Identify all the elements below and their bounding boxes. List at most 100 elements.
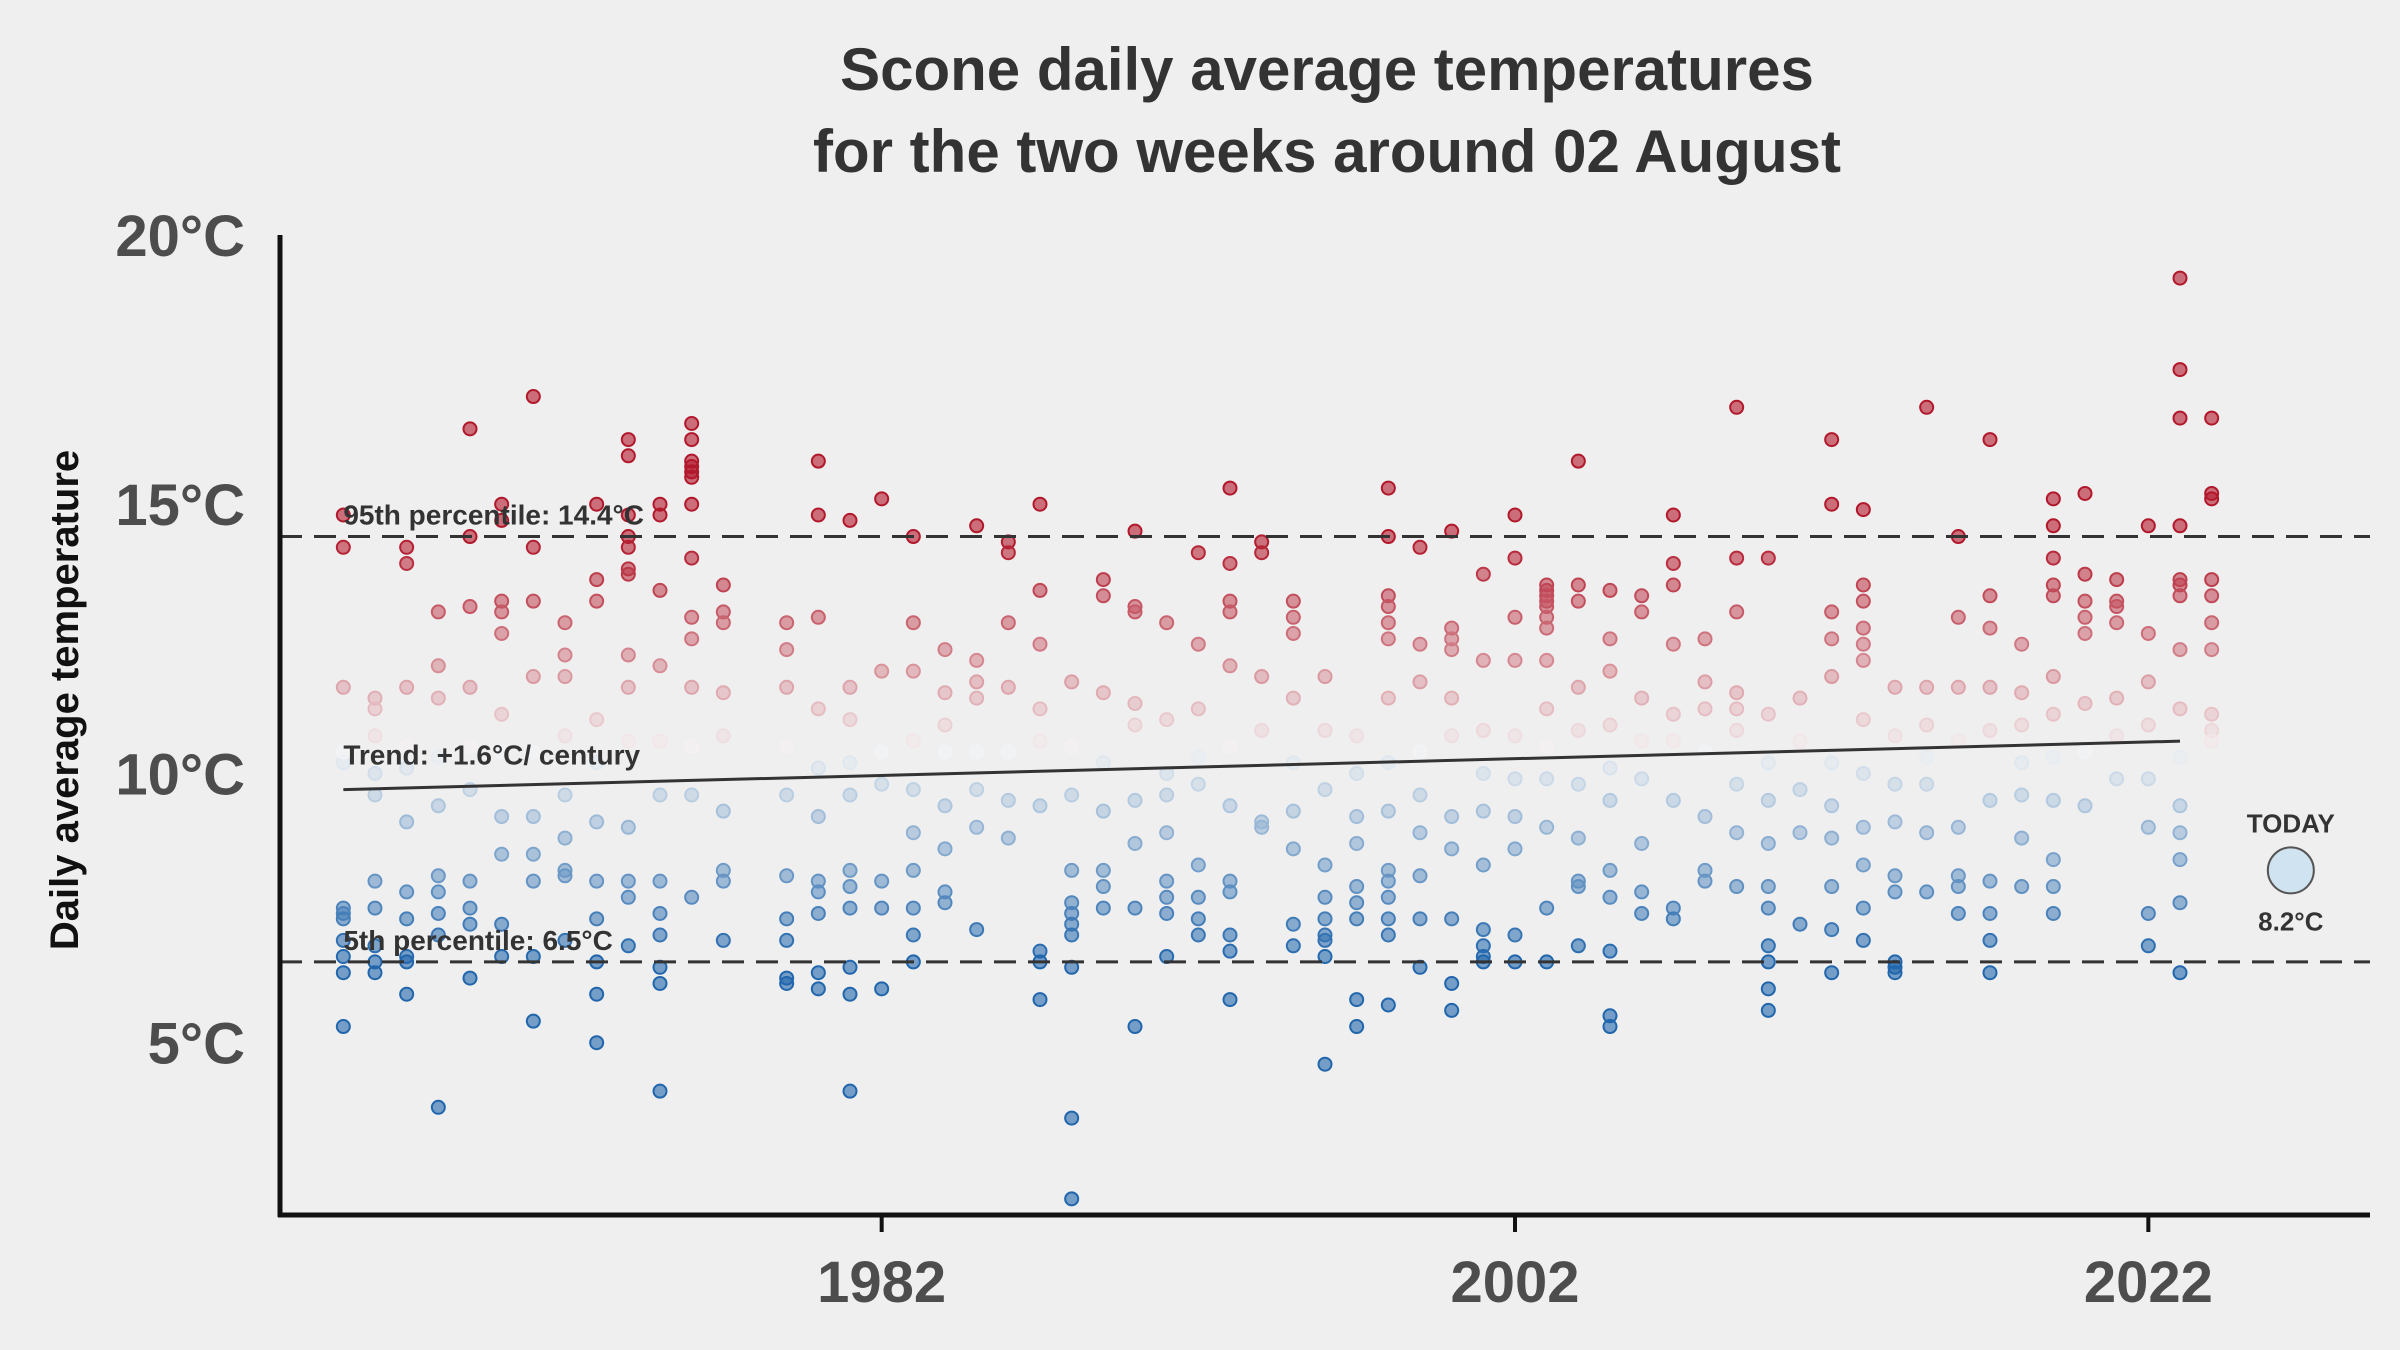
data-point bbox=[1159, 873, 1175, 889]
data-point bbox=[2045, 518, 2061, 534]
data-point bbox=[2140, 518, 2156, 534]
data-point bbox=[1855, 593, 1871, 609]
data-point bbox=[1444, 690, 1460, 706]
data-point bbox=[1982, 588, 1998, 604]
data-point bbox=[1570, 776, 1586, 792]
data-point bbox=[1507, 728, 1523, 744]
data-point bbox=[1539, 900, 1555, 916]
data-point bbox=[652, 873, 668, 889]
data-point bbox=[1507, 771, 1523, 787]
data-point bbox=[1665, 733, 1681, 749]
data-point bbox=[779, 739, 795, 755]
data-point bbox=[620, 733, 636, 749]
data-point bbox=[1380, 690, 1396, 706]
data-point bbox=[1602, 862, 1618, 878]
data-point bbox=[1602, 631, 1618, 647]
data-point bbox=[1570, 679, 1586, 695]
data-point bbox=[2045, 550, 2061, 566]
data-point bbox=[905, 927, 921, 943]
data-point bbox=[1444, 642, 1460, 658]
data-point bbox=[557, 830, 573, 846]
data-point bbox=[1254, 819, 1270, 835]
data-point bbox=[1475, 765, 1491, 781]
data-point bbox=[874, 491, 890, 507]
data-point bbox=[1855, 900, 1871, 916]
data-point bbox=[2172, 410, 2188, 426]
data-point bbox=[430, 604, 446, 620]
data-point bbox=[1760, 938, 1776, 954]
x-tick-label: 2002 bbox=[1450, 1250, 1579, 1315]
data-point bbox=[1760, 550, 1776, 566]
data-point bbox=[1982, 905, 1998, 921]
data-point bbox=[1539, 620, 1555, 636]
data-point bbox=[1190, 889, 1206, 905]
data-point bbox=[684, 679, 700, 695]
data-point bbox=[1919, 749, 1935, 765]
data-point bbox=[810, 701, 826, 717]
data-point bbox=[2172, 825, 2188, 841]
data-point bbox=[1760, 900, 1776, 916]
data-point bbox=[1127, 835, 1143, 851]
data-point bbox=[1317, 722, 1333, 738]
data-point bbox=[1792, 733, 1808, 749]
data-point bbox=[1950, 679, 1966, 695]
data-point bbox=[1349, 765, 1365, 781]
data-point bbox=[2172, 749, 2188, 765]
data-point bbox=[937, 685, 953, 701]
y-tick-label: 5°C bbox=[148, 1012, 245, 1077]
data-point bbox=[1127, 1019, 1143, 1035]
data-point bbox=[2014, 636, 2030, 652]
data-point bbox=[525, 809, 541, 825]
data-point bbox=[842, 679, 858, 695]
data-point bbox=[1475, 857, 1491, 873]
y-tick-label: 15°C bbox=[115, 473, 245, 538]
data-point bbox=[1539, 771, 1555, 787]
x-axis-ticks: 1982 2002 2022 bbox=[817, 1215, 2213, 1315]
data-point bbox=[1064, 927, 1080, 943]
data-point bbox=[1887, 868, 1903, 884]
data-point bbox=[905, 733, 921, 749]
data-point bbox=[494, 846, 510, 862]
data-point bbox=[842, 712, 858, 728]
data-point bbox=[1095, 685, 1111, 701]
data-point bbox=[1982, 620, 1998, 636]
data-point bbox=[1349, 895, 1365, 911]
data-point bbox=[1824, 755, 1840, 771]
data-point bbox=[652, 975, 668, 991]
data-point bbox=[494, 744, 510, 760]
data-point bbox=[589, 911, 605, 927]
scatter-points bbox=[335, 270, 2220, 1207]
data-point bbox=[2045, 706, 2061, 722]
data-point bbox=[2172, 588, 2188, 604]
y-axis-label: Daily average temperature bbox=[43, 450, 87, 950]
data-point bbox=[1855, 819, 1871, 835]
data-point bbox=[1032, 733, 1048, 749]
data-point bbox=[589, 873, 605, 889]
data-point bbox=[1095, 588, 1111, 604]
data-point bbox=[494, 809, 510, 825]
data-point bbox=[462, 873, 478, 889]
data-point bbox=[335, 507, 351, 523]
data-point bbox=[1254, 669, 1270, 685]
data-point bbox=[399, 986, 415, 1002]
data-point bbox=[1380, 803, 1396, 819]
data-point bbox=[1760, 1002, 1776, 1018]
data-point bbox=[1507, 927, 1523, 943]
data-point bbox=[1095, 862, 1111, 878]
data-point bbox=[2172, 518, 2188, 534]
data-point bbox=[1032, 798, 1048, 814]
data-point bbox=[969, 674, 985, 690]
data-point bbox=[1222, 798, 1238, 814]
data-point bbox=[620, 647, 636, 663]
data-point bbox=[715, 873, 731, 889]
data-point bbox=[1349, 992, 1365, 1008]
data-point bbox=[1222, 480, 1238, 496]
data-point bbox=[1665, 555, 1681, 571]
data-point bbox=[1792, 916, 1808, 932]
data-point bbox=[1855, 857, 1871, 873]
data-point bbox=[557, 728, 573, 744]
data-point bbox=[2204, 642, 2220, 658]
data-point bbox=[2014, 830, 2030, 846]
data-point bbox=[1064, 787, 1080, 803]
data-point bbox=[1032, 636, 1048, 652]
